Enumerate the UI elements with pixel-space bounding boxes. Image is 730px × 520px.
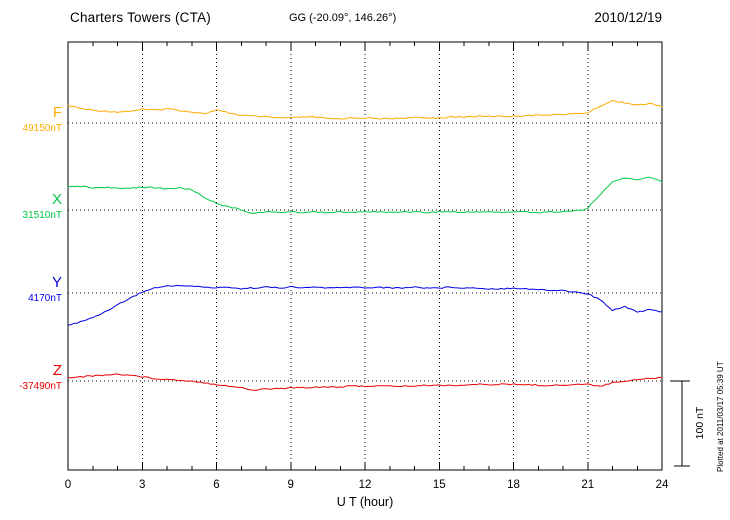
series-name-Y: Y bbox=[51, 274, 62, 291]
series-baseline-X: 31510nT bbox=[22, 210, 62, 221]
series-baseline-Y: 4170nT bbox=[28, 293, 62, 304]
scale-bar-label: 100 nT bbox=[694, 406, 706, 440]
svg-text:9: 9 bbox=[288, 479, 294, 491]
plot-date: 2010/12/19 bbox=[594, 10, 662, 25]
series-label-block-F: F 49150nT bbox=[0, 105, 62, 135]
svg-text:12: 12 bbox=[359, 479, 372, 491]
series-label-block-X: X 31510nT bbox=[0, 192, 62, 222]
series-name-F: F bbox=[52, 104, 62, 121]
station-title: Charters Towers (CTA) bbox=[70, 10, 211, 25]
geographic-coords: GG (-20.09°, 146.26°) bbox=[289, 12, 397, 24]
series-name-X: X bbox=[51, 191, 62, 208]
x-axis-label: U T (hour) bbox=[336, 495, 394, 509]
svg-text:6: 6 bbox=[213, 479, 219, 491]
plotted-at-note: Plotted at 2011/03/17 05:39 UT bbox=[716, 361, 725, 472]
svg-text:24: 24 bbox=[656, 479, 669, 491]
series-name-Z: Z bbox=[52, 362, 62, 379]
series-label-block-Z: Z -37490nT bbox=[0, 363, 62, 393]
series-baseline-Z: -37490nT bbox=[19, 381, 62, 392]
svg-text:18: 18 bbox=[507, 479, 520, 491]
svg-text:15: 15 bbox=[433, 479, 446, 491]
svg-text:21: 21 bbox=[581, 479, 594, 491]
series-label-block-Y: Y 4170nT bbox=[0, 275, 62, 305]
svg-text:3: 3 bbox=[139, 479, 145, 491]
svg-text:0: 0 bbox=[65, 479, 71, 491]
series-baseline-F: 49150nT bbox=[22, 123, 62, 134]
